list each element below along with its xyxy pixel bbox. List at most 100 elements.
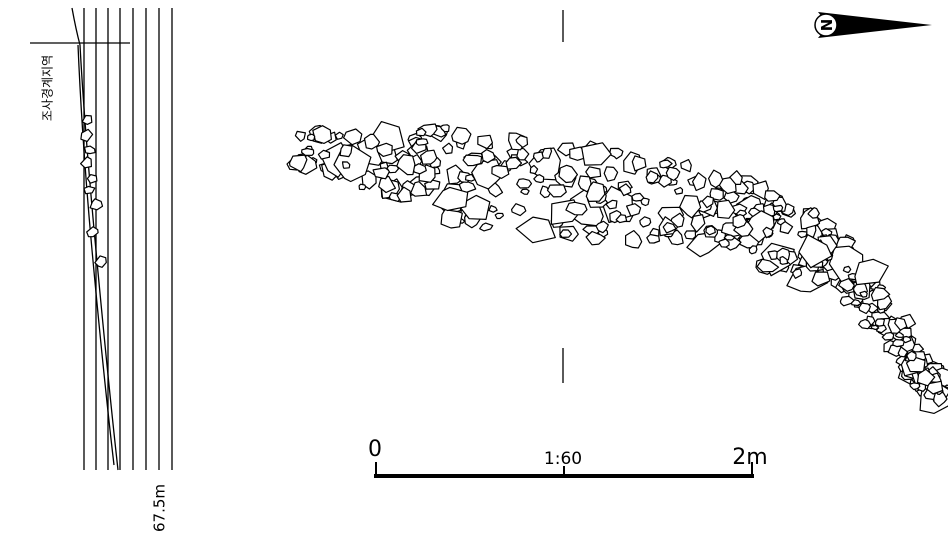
stone: [432, 186, 469, 212]
stone: [307, 133, 316, 142]
stone: [396, 154, 416, 176]
stone: [605, 199, 618, 210]
stone: [858, 302, 871, 315]
stone: [608, 147, 624, 160]
stone: [386, 164, 399, 174]
scale-start: 0: [368, 437, 382, 462]
arrow-circle: [814, 13, 838, 37]
stone: [488, 205, 498, 213]
stone: [529, 164, 539, 175]
stone: [83, 185, 96, 195]
stone: [89, 198, 104, 211]
stone: [86, 174, 98, 184]
stone: [906, 350, 917, 362]
stone: [870, 324, 880, 331]
stone: [363, 133, 381, 150]
stone: [288, 154, 308, 173]
north-label: N: [817, 19, 835, 32]
stone: [603, 166, 619, 182]
scale-bar: 0 1:60 2m: [368, 437, 768, 478]
stone: [811, 271, 831, 287]
stone: [723, 234, 736, 241]
stone: [81, 114, 93, 125]
stone: [477, 134, 493, 150]
stone: [415, 127, 427, 137]
stone: [807, 207, 820, 219]
stone: [515, 135, 529, 148]
stone: [618, 183, 632, 197]
stone: [665, 166, 681, 181]
stone: [317, 149, 331, 160]
stone: [462, 154, 483, 167]
stone: [732, 214, 747, 229]
profile-label: 조사경계지역: [41, 55, 55, 121]
stone: [581, 142, 612, 166]
stone: [850, 299, 862, 307]
stone: [585, 166, 602, 179]
arrow: [818, 12, 932, 38]
stone: [94, 255, 107, 268]
stone: [439, 124, 450, 133]
stone: [894, 331, 904, 338]
stone: [752, 180, 769, 200]
stone: [520, 188, 530, 195]
stone: [491, 164, 510, 179]
stone: [442, 142, 454, 155]
stone: [902, 335, 912, 344]
stone: [662, 222, 677, 234]
stone: [559, 229, 573, 238]
stone: [690, 214, 706, 233]
stone: [294, 130, 306, 142]
stone: [858, 318, 872, 330]
stone: [410, 181, 428, 197]
stone: [615, 214, 628, 224]
north-arrow: N: [814, 12, 932, 38]
stone: [870, 286, 891, 302]
stone: [334, 131, 344, 140]
stone: [80, 156, 92, 169]
stone: [881, 331, 895, 341]
stone: [692, 172, 707, 192]
stone: [631, 155, 647, 172]
stone: [494, 212, 504, 220]
stone: [626, 203, 642, 217]
stone: [339, 144, 353, 158]
stone: [558, 164, 578, 184]
stone: [646, 233, 661, 244]
stone: [516, 178, 533, 189]
stone: [415, 138, 429, 146]
stone: [639, 216, 652, 228]
stone: [797, 230, 808, 239]
scale-end: 2m: [732, 445, 767, 470]
stone: [772, 204, 784, 213]
stone: [679, 194, 702, 219]
stone: [705, 225, 716, 236]
stone: [631, 192, 645, 202]
stone: [762, 226, 774, 239]
stone: [839, 295, 855, 307]
stone: [659, 159, 673, 169]
stone: [451, 126, 472, 145]
elevation-label: 67.5m: [151, 484, 169, 532]
stone: [342, 161, 351, 169]
stone: [673, 186, 684, 195]
stone: [396, 186, 412, 203]
stone: [86, 226, 99, 238]
stone: [892, 338, 905, 348]
stone: [772, 213, 782, 221]
stone: [358, 183, 367, 191]
stone: [684, 230, 697, 240]
stone: [565, 201, 588, 216]
stone: [546, 184, 567, 198]
stone: [640, 197, 650, 207]
stone: [926, 380, 944, 395]
stone: [516, 147, 530, 161]
stone: [645, 170, 659, 184]
stone: [909, 382, 921, 391]
stone: [479, 222, 494, 232]
stone: [595, 220, 609, 234]
stone: [464, 173, 476, 182]
stone: [701, 195, 714, 209]
stone: [532, 151, 544, 163]
